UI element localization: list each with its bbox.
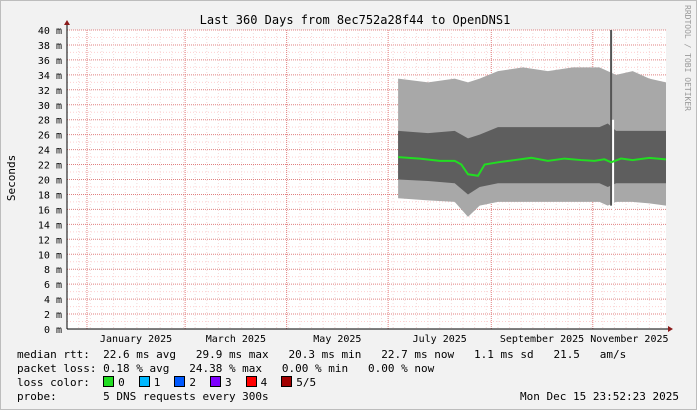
color-swatch: [174, 376, 186, 387]
y-tick-label: 0 m: [44, 325, 62, 336]
y-tick-label: 30 m: [38, 101, 62, 112]
legend: median rtt: 22.6 ms avg 29.9 ms max 20.3…: [17, 348, 687, 404]
y-tick-label: 2 m: [44, 310, 62, 321]
y-tick-label: 40 m: [38, 26, 62, 37]
y-tick-label: 6 m: [44, 280, 62, 291]
color-swatch: [281, 376, 293, 387]
grid-lines: [67, 29, 666, 330]
median-rtt-row: median rtt: 22.6 ms avg 29.9 ms max 20.3…: [17, 348, 687, 362]
timestamp: Mon Dec 15 23:52:23 2025: [520, 390, 679, 403]
loss-color-value: 3: [224, 376, 232, 389]
probe-label: probe:: [17, 390, 57, 403]
y-axis-arrow: [64, 20, 70, 25]
y-tick-label: 14 m: [38, 220, 62, 231]
x-tick-label: January 2025: [100, 334, 172, 345]
loss-color-row: loss color: 0 1 2 3 4 5/5: [17, 376, 687, 390]
loss-color-value: 5/5: [296, 376, 317, 389]
y-tick-label: 26 m: [38, 131, 62, 142]
y-tick-label: 22 m: [38, 161, 62, 172]
axes: [64, 20, 673, 332]
loss-color-item: 1: [138, 376, 161, 389]
y-tick-label: 18 m: [38, 190, 62, 201]
y-tick-labels: 0 m 2 m 4 m 6 m 8 m 10 m 12 m 14 m 16 m 18 m 20 m 2…: [38, 26, 62, 336]
color-swatch: [138, 376, 150, 387]
series-median: [398, 156, 667, 177]
loss-color-item: 3: [209, 376, 232, 389]
rrdtool-watermark: RRDTOOL / TOBI OETIKER: [683, 5, 692, 111]
y-tick-label: 32 m: [38, 86, 62, 97]
loss-color-value: 1: [153, 376, 161, 389]
color-swatch: [209, 376, 221, 387]
loss-color-item: 2: [174, 376, 196, 389]
y-tick-label: 36 m: [38, 56, 62, 67]
y-tick-label: 12 m: [38, 235, 62, 246]
median-rtt-values: 22.6 ms avg 29.9 ms max 20.3 ms min 22.7…: [103, 348, 627, 361]
latency-chart: Last 360 Days from 8ec752a28f44 to OpenD…: [5, 5, 692, 345]
y-tick-label: 8 m: [44, 265, 62, 276]
loss-color-value: 4: [260, 376, 268, 389]
color-swatch: [103, 376, 115, 387]
y-tick-label: 24 m: [38, 146, 62, 157]
loss-color-swatches: 0 1 2 3 4 5/5: [103, 376, 330, 389]
loss-color-label: loss color:: [17, 376, 90, 389]
packet-loss-row: packet loss: 0.18 % avg 24.38 % max 0.00…: [17, 362, 687, 376]
packet-loss-label: packet loss:: [17, 362, 97, 375]
y-axis-label: Seconds: [5, 155, 18, 201]
probe-value: 5 DNS requests every 300s: [103, 390, 269, 403]
y-tick-label: 28 m: [38, 116, 62, 127]
loss-color-item: 4: [245, 376, 268, 389]
median-series: [398, 156, 667, 177]
x-tick-label: September 2025: [500, 334, 584, 345]
median-rtt-label: median rtt:: [17, 348, 90, 361]
x-tick-label: May 2025: [313, 334, 361, 345]
y-tick-label: 34 m: [38, 71, 62, 82]
x-tick-label: November 2025: [590, 334, 668, 345]
y-tick-label: 10 m: [38, 250, 62, 261]
x-tick-labels: January 2025 March 2025 May 2025 July 2025 S…: [100, 334, 669, 345]
probe-row: probe: 5 DNS requests every 300s Mon Dec …: [17, 390, 687, 404]
x-tick-label: July 2025: [413, 334, 467, 345]
y-tick-label: 4 m: [44, 295, 62, 306]
packet-loss-values: 0.18 % avg 24.38 % max 0.00 % min 0.00 %…: [103, 362, 435, 375]
loss-color-item: 5/5: [281, 376, 316, 389]
y-tick-label: 38 m: [38, 41, 62, 52]
loss-color-value: 2: [189, 376, 196, 389]
y-tick-label: 20 m: [38, 176, 62, 187]
color-swatch: [245, 376, 257, 387]
x-tick-label: March 2025: [206, 334, 266, 345]
y-tick-label: 16 m: [38, 205, 62, 216]
x-axis-arrow: [668, 326, 673, 332]
loss-color-item: 0: [103, 376, 125, 389]
loss-color-value: 0: [118, 376, 125, 389]
chart-title: Last 360 Days from 8ec752a28f44 to OpenD…: [200, 13, 511, 27]
